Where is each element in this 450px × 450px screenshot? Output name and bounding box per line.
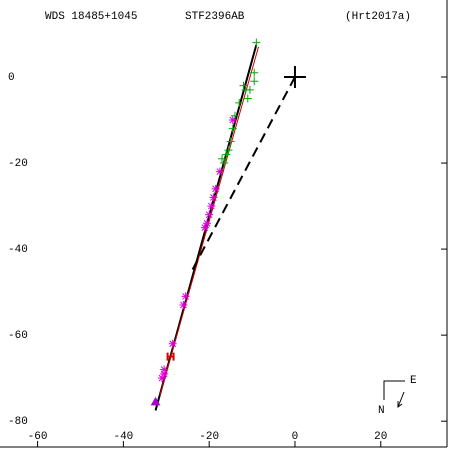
point (203, 219, 212, 228)
reference: (Hrt2017a) (345, 11, 411, 23)
point (211, 184, 220, 193)
marker-shape (215, 167, 224, 176)
point (222, 150, 231, 159)
wds-id: WDS 18485+1045 (45, 11, 137, 23)
marker-shape (205, 210, 214, 219)
point (228, 116, 237, 125)
marker-shape (168, 339, 177, 348)
y-tick-label: -40 (8, 244, 28, 256)
marker-shape (220, 159, 229, 168)
marker-shape (160, 365, 169, 374)
marker-shape (181, 292, 190, 301)
marker-shape (252, 38, 261, 47)
compass-north: N (378, 405, 385, 417)
x-tick-label: 0 (292, 431, 299, 443)
point (252, 38, 261, 47)
point (157, 374, 166, 383)
marker-shape (207, 202, 216, 211)
marker-shape (203, 219, 212, 228)
marker-shape (226, 137, 235, 146)
marker-shape (179, 301, 188, 310)
marker-shape (209, 193, 218, 202)
compass-east: E (410, 375, 417, 387)
marker-shape (224, 146, 233, 155)
marker-shape (166, 352, 175, 361)
point (150, 396, 161, 406)
compass-arrow (397, 391, 405, 408)
y-tick-label: -60 (8, 330, 28, 342)
point (283, 66, 306, 89)
marker-shape (250, 77, 259, 86)
point (168, 339, 177, 348)
point (228, 124, 237, 133)
point (243, 94, 252, 103)
marker-shape (222, 150, 231, 159)
marker-shape (241, 85, 250, 94)
point (235, 98, 244, 107)
point (160, 369, 169, 378)
marker-shape (283, 66, 306, 89)
point (224, 146, 233, 155)
marker-shape (211, 184, 220, 193)
point (200, 223, 209, 232)
marker-shape (228, 124, 237, 133)
y-tick-label: -20 (8, 158, 28, 170)
y-tick-label: 0 (8, 72, 15, 84)
marker-shape (157, 374, 166, 383)
point (181, 292, 190, 301)
compass (383, 380, 405, 408)
x-tick-label: 20 (374, 431, 387, 443)
marker-shape (243, 94, 252, 103)
point (160, 365, 169, 374)
marker-shape (239, 81, 248, 90)
marker-shape (200, 223, 209, 232)
point (166, 352, 175, 361)
point (205, 210, 214, 219)
point (215, 167, 224, 176)
marker-shape (160, 369, 169, 378)
x-tick-label: -40 (113, 431, 133, 443)
point (207, 202, 216, 211)
dashed-line (191, 76, 296, 272)
x-tick-label: -60 (28, 431, 48, 443)
x-tick-label: -20 (199, 431, 219, 443)
marker-shape (235, 98, 244, 107)
star-name: STF2396AB (185, 11, 245, 23)
point (220, 159, 229, 168)
point (241, 85, 250, 94)
point (226, 137, 235, 146)
point (239, 81, 248, 90)
compass-arrowhead (397, 401, 403, 408)
marker-shape (228, 116, 237, 125)
point (250, 77, 259, 86)
marker-shape (150, 396, 161, 406)
y-tick-label: -80 (8, 416, 28, 428)
point (250, 68, 259, 77)
marker-shape (250, 68, 259, 77)
point (218, 154, 227, 163)
point (179, 301, 188, 310)
marker-shape (218, 154, 227, 163)
compass-axes (383, 380, 405, 400)
point (209, 193, 218, 202)
